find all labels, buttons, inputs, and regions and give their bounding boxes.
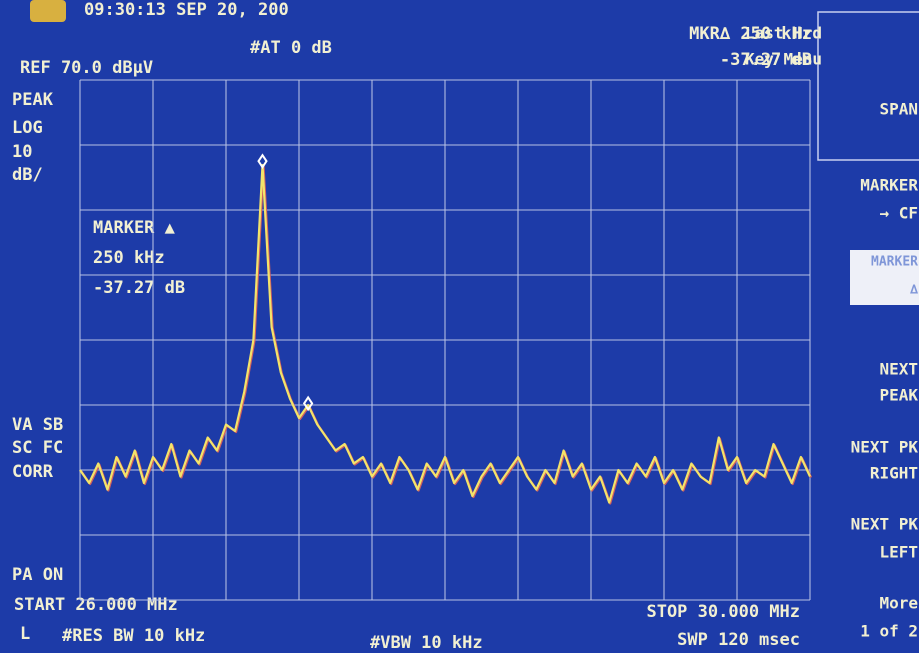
- marker-readout: MKR∆ 250 kHz: [689, 24, 812, 44]
- sweep: SWP 120 msec: [677, 630, 800, 650]
- softkey-frame: [817, 11, 919, 161]
- marker-box-text: 250 kHz: [93, 248, 165, 268]
- stop-freq: STOP 30.000 MHz: [646, 602, 800, 622]
- trace: [79, 164, 811, 504]
- softkey-label[interactable]: NEXT PK: [851, 515, 919, 534]
- vbw: #VBW 10 kHz: [370, 633, 483, 653]
- softkey-label[interactable]: NEXT: [879, 360, 918, 379]
- softkey-label[interactable]: PEAK: [879, 386, 918, 405]
- softkey-label[interactable]: Key Menu: [745, 50, 822, 69]
- softkey-label[interactable]: 1 of 2: [860, 622, 918, 641]
- softkey-label[interactable]: MARKER: [871, 255, 918, 270]
- softkey-label[interactable]: SPAN: [879, 100, 918, 119]
- mode: L: [20, 624, 30, 644]
- annotation: SC FC: [12, 438, 63, 458]
- softkey-label[interactable]: → CF: [879, 204, 918, 223]
- annotation: 10: [12, 142, 32, 162]
- clock: 09:30:13 SEP 20, 200: [84, 0, 289, 20]
- marker: [302, 395, 314, 412]
- marker-box-text: -37.27 dB: [93, 278, 185, 298]
- attenuation: #AT 0 dB: [250, 38, 332, 58]
- hp-logo: [30, 0, 66, 22]
- softkey-label[interactable]: More: [879, 594, 918, 613]
- annotation: PA ON: [12, 565, 63, 585]
- softkey-label[interactable]: MARKER: [860, 176, 918, 195]
- rbw: #RES BW 10 kHz: [62, 626, 205, 646]
- softkey-label[interactable]: NEXT PK: [851, 438, 919, 457]
- annotation: dB/: [12, 165, 43, 185]
- ref-level: REF 70.0 dBµV: [20, 58, 153, 78]
- softkey-label[interactable]: LEFT: [879, 543, 918, 562]
- annotation: LOG: [12, 118, 43, 138]
- annotation: PEAK: [12, 90, 54, 110]
- softkey-label[interactable]: Last Hrd: [745, 24, 822, 43]
- softkey-label[interactable]: ∆: [909, 283, 918, 298]
- softkey-label[interactable]: RIGHT: [870, 464, 918, 483]
- softkey-highlight: [850, 250, 919, 305]
- annotation: CORR: [12, 462, 54, 482]
- marker-readout: -37.27 dB: [720, 50, 812, 70]
- marker: [257, 153, 268, 169]
- annotation: VA SB: [12, 415, 63, 435]
- marker-box-text: MARKER ▲: [93, 218, 176, 238]
